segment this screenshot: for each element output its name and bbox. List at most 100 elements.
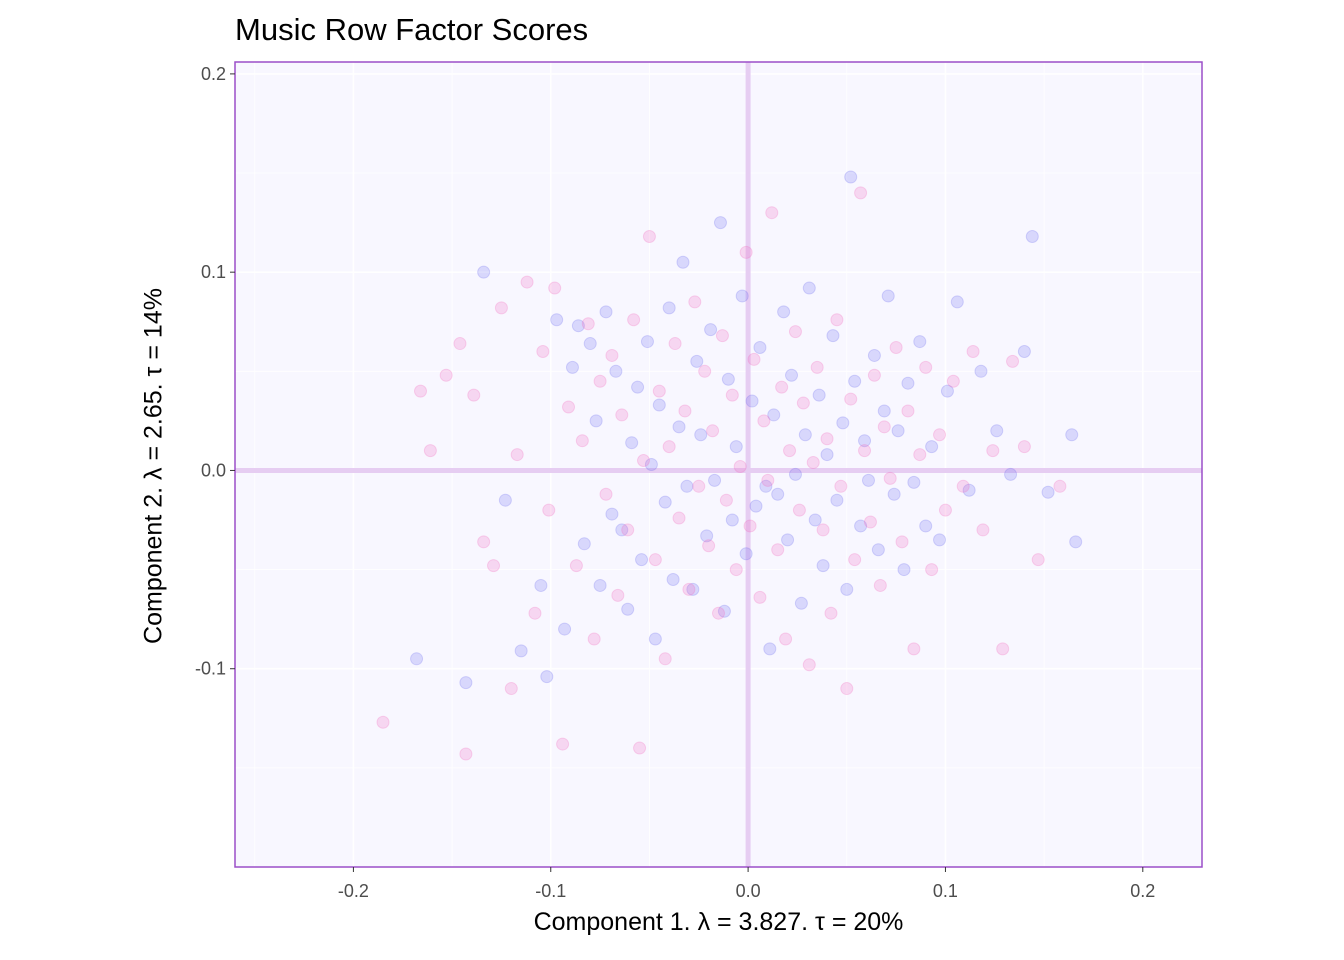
scatter-point-series-2 xyxy=(1006,354,1020,368)
scatter-point-series-2 xyxy=(806,456,820,470)
scatter-point-series-2 xyxy=(658,652,672,666)
y-tick-label: -0.1 xyxy=(195,659,226,679)
scatter-point-series-2 xyxy=(637,454,651,468)
scatter-point-series-1 xyxy=(745,394,759,408)
scatter-point-series-2 xyxy=(938,503,952,517)
scatter-point-series-2 xyxy=(820,432,834,446)
scatter-point-series-2 xyxy=(569,559,583,573)
scatter-point-series-2 xyxy=(487,559,501,573)
scatter-point-series-1 xyxy=(812,388,826,402)
scatter-point-series-2 xyxy=(956,479,970,493)
scatter-point-series-2 xyxy=(729,563,743,577)
scatter-point-series-1 xyxy=(794,596,808,610)
scatter-point-series-2 xyxy=(788,325,802,339)
scatter-point-series-2 xyxy=(414,384,428,398)
scatter-point-series-1 xyxy=(749,499,763,513)
x-tick-label: 0.2 xyxy=(1130,881,1155,901)
scatter-point-series-1 xyxy=(867,348,881,362)
scatter-point-series-2 xyxy=(867,368,881,382)
scatter-point-series-2 xyxy=(901,404,915,418)
scatter-point-series-2 xyxy=(459,747,473,761)
scatter-point-series-1 xyxy=(788,467,802,481)
scatter-point-series-2 xyxy=(627,313,641,327)
scatter-point-series-1 xyxy=(708,473,722,487)
scatter-point-series-2 xyxy=(467,388,481,402)
scatter-point-series-2 xyxy=(423,444,437,458)
scatter-point-series-1 xyxy=(808,513,822,527)
scatter-point-series-2 xyxy=(802,658,816,672)
scatter-point-series-2 xyxy=(477,535,491,549)
data-points xyxy=(376,170,1083,761)
scatter-point-series-1 xyxy=(1041,485,1055,499)
scatter-point-series-1 xyxy=(625,436,639,450)
scatter-point-series-1 xyxy=(514,644,528,658)
scatter-point-series-2 xyxy=(747,352,761,366)
y-axis-label: Component 2. λ = 2.65. τ = 14% xyxy=(139,288,168,644)
scatter-point-series-1 xyxy=(700,529,714,543)
scatter-point-series-1 xyxy=(713,216,727,230)
scatter-point-series-2 xyxy=(877,420,891,434)
scatter-point-series-1 xyxy=(621,602,635,616)
scatter-point-series-2 xyxy=(873,578,887,592)
scatter-point-series-2 xyxy=(844,392,858,406)
scatter-point-series-1 xyxy=(721,372,735,386)
scatter-point-series-2 xyxy=(652,384,666,398)
scatter-point-series-1 xyxy=(901,376,915,390)
y-tick-label: 0.2 xyxy=(201,64,226,84)
scatter-point-series-2 xyxy=(834,479,848,493)
scatter-point-series-1 xyxy=(826,329,840,343)
scatter-point-series-2 xyxy=(692,479,706,493)
scatter-point-series-1 xyxy=(615,523,629,537)
scatter-point-series-2 xyxy=(605,348,619,362)
scatter-point-series-1 xyxy=(785,368,799,382)
scatter-point-series-2 xyxy=(621,523,635,537)
scatter-point-series-1 xyxy=(881,289,895,303)
scatter-point-series-2 xyxy=(775,380,789,394)
scatter-point-series-2 xyxy=(536,344,550,358)
scatter-point-series-1 xyxy=(802,281,816,295)
scatter-point-series-1 xyxy=(686,582,700,596)
scatter-point-series-2 xyxy=(883,471,897,485)
scatter-point-series-2 xyxy=(672,511,686,525)
scatter-point-series-1 xyxy=(534,578,548,592)
x-tick-label: -0.1 xyxy=(535,881,566,901)
scatter-point-series-2 xyxy=(895,535,909,549)
scatter-point-series-2 xyxy=(688,295,702,309)
scatter-point-series-2 xyxy=(494,301,508,315)
scatter-point-series-1 xyxy=(672,420,686,434)
y-tick-label: 0.1 xyxy=(201,262,226,282)
scatter-point-series-1 xyxy=(974,364,988,378)
scatter-point-series-1 xyxy=(729,440,743,454)
scatter-point-series-2 xyxy=(854,186,868,200)
scatter-point-series-1 xyxy=(694,428,708,442)
scatter-point-series-1 xyxy=(759,479,773,493)
scatter-point-series-2 xyxy=(668,337,682,351)
scatter-point-series-1 xyxy=(666,573,680,586)
scatter-point-series-2 xyxy=(556,737,570,751)
scatter-point-series-2 xyxy=(678,404,692,418)
scatter-point-series-2 xyxy=(376,715,390,729)
scatter-point-series-1 xyxy=(593,578,607,592)
scatter-point-series-1 xyxy=(558,622,572,636)
scatter-point-series-2 xyxy=(733,459,747,473)
scatter-point-series-2 xyxy=(504,682,518,696)
scatter-point-series-2 xyxy=(642,229,656,243)
scatter-point-series-1 xyxy=(990,424,1004,438)
scatter-point-series-1 xyxy=(704,323,718,337)
scatter-point-series-1 xyxy=(565,360,579,374)
scatter-point-series-2 xyxy=(925,563,939,577)
scatter-point-series-2 xyxy=(593,374,607,388)
scatter-point-series-2 xyxy=(581,317,595,331)
scatter-point-series-2 xyxy=(779,632,793,646)
scatter-point-series-2 xyxy=(919,360,933,374)
scatter-point-series-1 xyxy=(816,559,830,573)
scatter-point-series-1 xyxy=(1025,229,1039,243)
scatter-point-series-2 xyxy=(615,408,629,422)
scatter-point-series-2 xyxy=(510,448,524,462)
scatter-point-series-2 xyxy=(976,523,990,537)
scatter-point-series-1 xyxy=(648,632,662,646)
scatter-point-series-2 xyxy=(933,428,947,442)
scatter-point-series-2 xyxy=(743,519,757,533)
scatter-point-series-2 xyxy=(771,543,785,557)
scatter-point-series-1 xyxy=(887,487,901,501)
